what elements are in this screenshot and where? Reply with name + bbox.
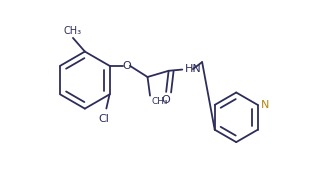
Text: CH₃: CH₃ bbox=[151, 97, 168, 106]
Text: N: N bbox=[261, 100, 269, 110]
Text: CH₃: CH₃ bbox=[63, 26, 81, 36]
Text: O: O bbox=[161, 95, 170, 105]
Text: O: O bbox=[122, 61, 131, 71]
Text: HN: HN bbox=[185, 64, 202, 74]
Text: Cl: Cl bbox=[98, 114, 109, 124]
